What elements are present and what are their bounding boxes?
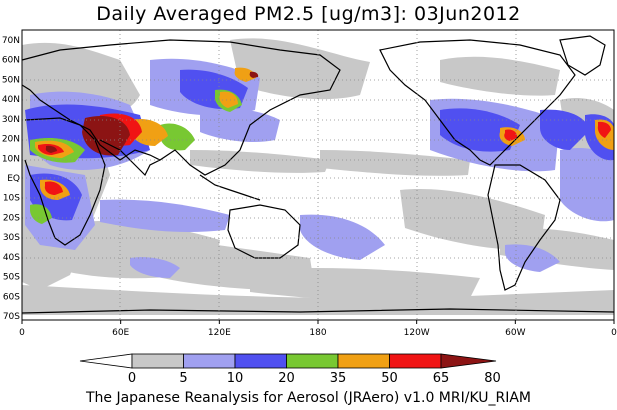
lon-label: 120W [404, 328, 430, 338]
antarctica-coastline [21, 308, 615, 314]
lon-label: 60E [112, 328, 129, 338]
south-asia-coastline [99, 139, 161, 177]
lon-label: 0 [19, 328, 25, 338]
colorbar-tick-label: 5 [179, 371, 187, 386]
colorbar-tick-label: 50 [381, 371, 398, 386]
colorbar-segment [389, 353, 442, 369]
south-america-coastline [487, 164, 561, 291]
colorbar-segment [234, 353, 287, 369]
maritime-continent-coastline [199, 174, 261, 201]
colorbar: 0 5 10 20 35 50 65 80 [79, 353, 501, 386]
lat-label: 30S [3, 233, 20, 243]
lat-label: 70N [2, 36, 20, 46]
coastline-layer [21, 35, 615, 314]
lat-label: 60N [2, 56, 20, 66]
north-america-coastline [379, 39, 576, 166]
map-panel [21, 29, 615, 321]
colorbar-arrow-low [79, 353, 133, 369]
colorbar-tick-label: 65 [433, 371, 450, 386]
lat-label: 50S [3, 273, 20, 283]
colorbar-segment [286, 353, 339, 369]
lat-label: 40N [2, 95, 20, 105]
lon-label: 0 [611, 328, 617, 338]
lat-label: 10S [3, 194, 20, 204]
lon-label: 180 [309, 328, 326, 338]
lat-label: 60S [3, 292, 20, 302]
colorbar-tick-label: 80 [484, 371, 501, 386]
pm25-band-80-plus [45, 71, 259, 156]
africa-coastline [24, 117, 106, 246]
lon-label: 60W [505, 328, 525, 338]
lat-label: 10N [2, 154, 20, 164]
lat-label: 70S [3, 312, 20, 322]
lat-label: 20S [3, 213, 20, 223]
colorbar-tick-label: 35 [330, 371, 347, 386]
map-title: Daily Averaged PM2.5 [ug/m3]: 03Jun2012 [96, 3, 521, 25]
lat-label: 40S [3, 253, 20, 263]
latitude-axis: 70N 60N 50N 40N 30N 20N 10N EQ 10S 20S 30S 40S 50S 60… [2, 36, 20, 322]
colorbar-tick-label: 20 [278, 371, 295, 386]
colorbar-arrow-high [440, 353, 497, 369]
lat-label: 50N [2, 75, 20, 85]
lat-label: 30N [2, 115, 20, 125]
attribution-footer: The Japanese Reanalysis for Aerosol (JRA… [85, 390, 532, 406]
australia-coastline [227, 204, 301, 259]
lat-label: 20N [2, 135, 20, 145]
colorbar-segment [131, 353, 184, 369]
greenland-coastline [559, 35, 606, 76]
lat-label: EQ [7, 174, 20, 184]
graticule [22, 30, 614, 320]
longitude-axis: 0 60E 120E 180 120W 60W 0 [19, 320, 617, 338]
colorbar-segment [183, 353, 236, 369]
lon-label: 120E [208, 328, 231, 338]
colorbar-tick-label: 10 [227, 371, 244, 386]
colorbar-tick-label: 0 [128, 371, 136, 386]
colorbar-segment [337, 353, 390, 369]
